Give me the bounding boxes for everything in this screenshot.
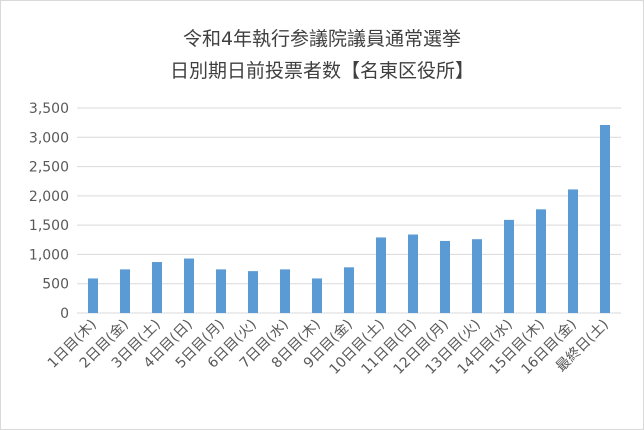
bar xyxy=(88,278,98,313)
bar xyxy=(600,124,610,313)
y-tick-label: 2,000 xyxy=(29,189,69,205)
bar xyxy=(408,234,418,313)
bar xyxy=(472,239,482,313)
y-tick-label: 2,500 xyxy=(29,160,69,176)
bar xyxy=(504,219,514,313)
bar xyxy=(568,189,578,313)
chart-title-line-1: 令和4年執行参議院議員通常選挙 xyxy=(182,28,462,50)
bar xyxy=(152,262,162,313)
bar xyxy=(376,237,386,313)
bar xyxy=(120,269,130,313)
y-tick-label: 500 xyxy=(42,277,69,293)
bar xyxy=(440,240,450,313)
y-tick-label: 3,500 xyxy=(29,101,69,117)
bar xyxy=(216,269,226,313)
bar xyxy=(312,278,322,313)
y-tick-label: 3,000 xyxy=(29,130,69,146)
bar xyxy=(248,271,258,313)
bar xyxy=(184,258,194,313)
y-tick-label: 1,000 xyxy=(29,247,69,263)
y-tick-label: 1,500 xyxy=(29,218,69,234)
bar xyxy=(536,209,546,313)
y-tick-label: 0 xyxy=(60,306,69,322)
bar xyxy=(280,269,290,313)
bar xyxy=(344,267,354,313)
chart-title-line-2: 日別期日前投票者数【名東区役所】 xyxy=(169,60,474,82)
chart-title: 令和4年執行参議院議員通常選挙 日別期日前投票者数【名東区役所】 xyxy=(1,23,643,87)
